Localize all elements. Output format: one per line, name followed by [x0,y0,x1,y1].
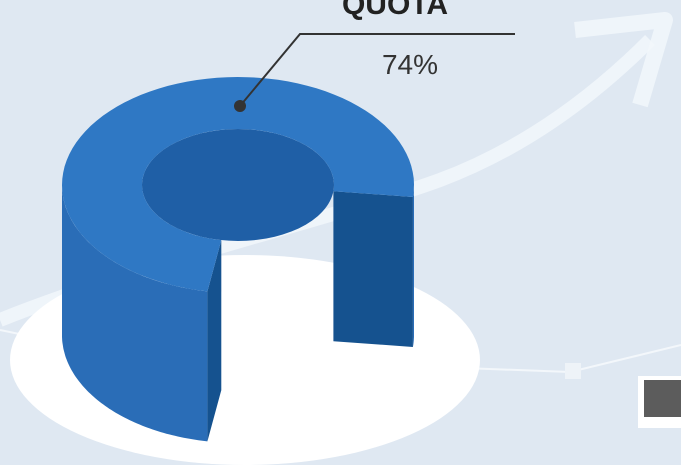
inner-wall [142,129,334,241]
top-face [62,77,414,292]
donut [62,77,414,442]
chart-title: QUOTA [342,0,448,21]
outer-wall [62,185,208,442]
cut-face [207,240,222,442]
cut-face [333,191,413,347]
value-label: 74% [382,49,438,80]
outer-wall [412,185,414,347]
annotation [234,33,515,112]
